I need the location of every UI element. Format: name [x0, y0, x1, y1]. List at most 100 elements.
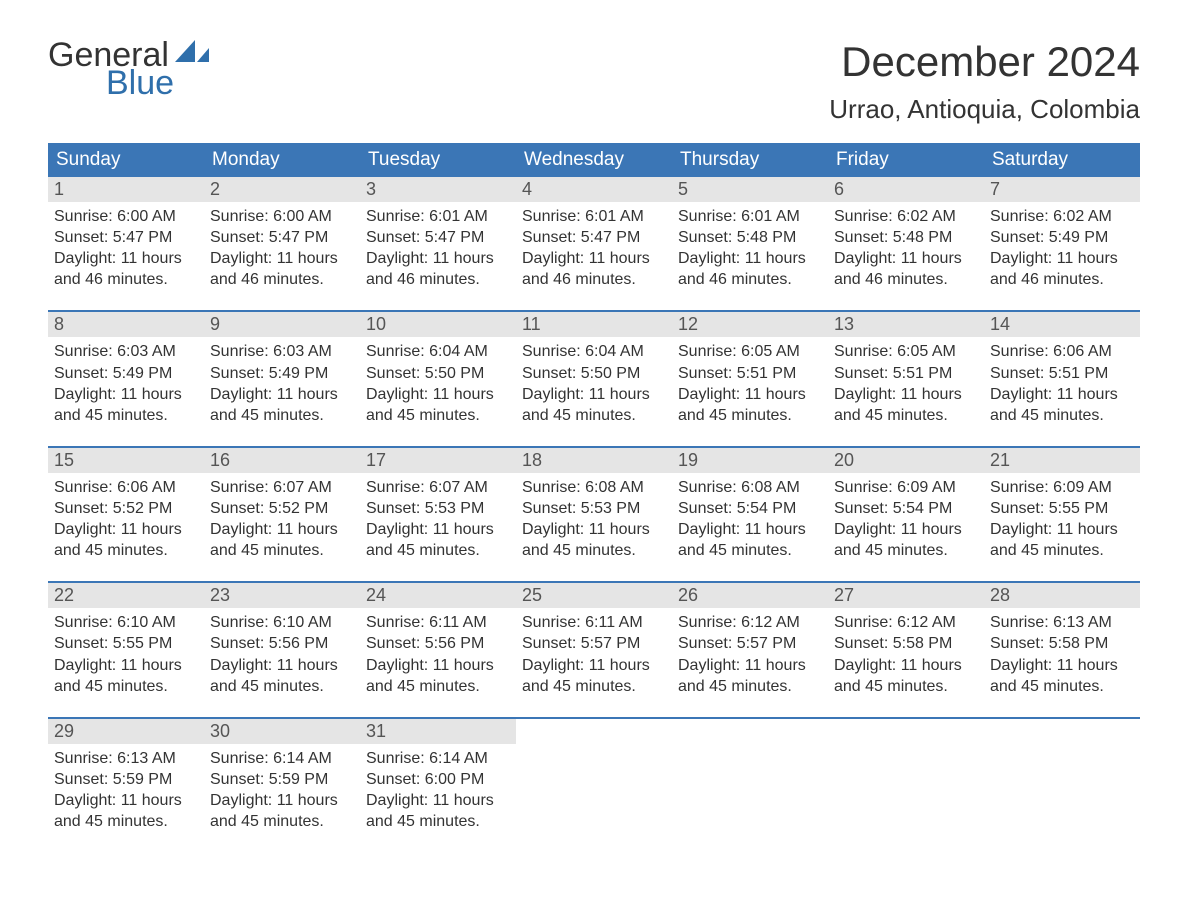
calendar-cell: 10Sunrise: 6:04 AMSunset: 5:50 PMDayligh… [360, 312, 516, 433]
sunset-line: Sunset: 5:49 PM [54, 363, 198, 384]
day-number: 14 [984, 312, 1140, 337]
sunrise-line: Sunrise: 6:05 AM [834, 341, 978, 362]
daylight-line: Daylight: 11 hours and 46 minutes. [210, 248, 354, 290]
sunrise-value: 6:13 AM [117, 750, 176, 767]
cell-body: Sunrise: 6:02 AMSunset: 5:49 PMDaylight:… [984, 202, 1140, 298]
week-row: 8Sunrise: 6:03 AMSunset: 5:49 PMDaylight… [48, 310, 1140, 433]
sunset-value: 5:51 PM [737, 365, 797, 382]
daylight-label: Daylight: [366, 792, 428, 809]
sunrise-label: Sunrise: [522, 208, 581, 225]
cell-body: Sunrise: 6:03 AMSunset: 5:49 PMDaylight:… [48, 337, 204, 433]
daylight-line: Daylight: 11 hours and 45 minutes. [678, 384, 822, 426]
day-number: 16 [204, 448, 360, 473]
calendar-cell: 29Sunrise: 6:13 AMSunset: 5:59 PMDayligh… [48, 719, 204, 840]
sunrise-line: Sunrise: 6:03 AM [54, 341, 198, 362]
sunrise-value: 6:01 AM [585, 208, 644, 225]
day-header: Friday [828, 143, 984, 177]
sunset-line: Sunset: 5:51 PM [990, 363, 1134, 384]
calendar-cell: 23Sunrise: 6:10 AMSunset: 5:56 PMDayligh… [204, 583, 360, 704]
day-number: 2 [204, 177, 360, 202]
day-number: 1 [48, 177, 204, 202]
cell-body: Sunrise: 6:11 AMSunset: 5:57 PMDaylight:… [516, 608, 672, 704]
cell-body: Sunrise: 6:13 AMSunset: 5:58 PMDaylight:… [984, 608, 1140, 704]
sunrise-value: 6:14 AM [273, 750, 332, 767]
sunrise-label: Sunrise: [366, 614, 425, 631]
sunset-line: Sunset: 5:57 PM [522, 633, 666, 654]
sunset-value: 6:00 PM [425, 771, 485, 788]
sunset-label: Sunset: [990, 635, 1044, 652]
sunrise-line: Sunrise: 6:13 AM [54, 748, 198, 769]
cell-body: Sunrise: 6:03 AMSunset: 5:49 PMDaylight:… [204, 337, 360, 433]
daylight-label: Daylight: [990, 521, 1052, 538]
sunset-label: Sunset: [678, 635, 732, 652]
sunset-value: 5:54 PM [737, 500, 797, 517]
sunset-label: Sunset: [366, 635, 420, 652]
cell-body: Sunrise: 6:07 AMSunset: 5:52 PMDaylight:… [204, 473, 360, 569]
cell-body: Sunrise: 6:14 AMSunset: 5:59 PMDaylight:… [204, 744, 360, 840]
sunset-line: Sunset: 5:57 PM [678, 633, 822, 654]
sunset-value: 5:59 PM [269, 771, 329, 788]
sunrise-line: Sunrise: 6:01 AM [678, 206, 822, 227]
calendar-cell: 7Sunrise: 6:02 AMSunset: 5:49 PMDaylight… [984, 177, 1140, 298]
day-header: Wednesday [516, 143, 672, 177]
weeks-container: 1 Sunrise: 6:00 AM Sunset: 5:47 PM Daylight… [48, 177, 1140, 840]
sunset-value: 5:47 PM [113, 229, 173, 246]
calendar-cell: 27Sunrise: 6:12 AMSunset: 5:58 PMDayligh… [828, 583, 984, 704]
sunset-label: Sunset: [366, 771, 420, 788]
daylight-label: Daylight: [678, 657, 740, 674]
sunrise-label: Sunrise: [834, 343, 893, 360]
day-number: 9 [204, 312, 360, 337]
cell-body: Sunrise: 6:10 AMSunset: 5:56 PMDaylight:… [204, 608, 360, 704]
sunset-value: 5:55 PM [113, 635, 173, 652]
calendar-cell: 5Sunrise: 6:01 AMSunset: 5:48 PMDaylight… [672, 177, 828, 298]
cell-body: Sunrise: 6:05 AMSunset: 5:51 PMDaylight:… [828, 337, 984, 433]
calendar-cell: 14Sunrise: 6:06 AMSunset: 5:51 PMDayligh… [984, 312, 1140, 433]
cell-body: Sunrise: 6:05 AMSunset: 5:51 PMDaylight:… [672, 337, 828, 433]
cell-body: Sunrise: 6:12 AMSunset: 5:57 PMDaylight:… [672, 608, 828, 704]
day-number: 15 [48, 448, 204, 473]
sunset-line: Sunset: 5:55 PM [54, 633, 198, 654]
sunrise-label: Sunrise: [54, 614, 113, 631]
calendar-cell: 20Sunrise: 6:09 AMSunset: 5:54 PMDayligh… [828, 448, 984, 569]
daylight-label: Daylight: [54, 250, 116, 267]
daylight-label: Daylight: [834, 521, 896, 538]
sunset-label: Sunset: [678, 365, 732, 382]
week-row: 29Sunrise: 6:13 AMSunset: 5:59 PMDayligh… [48, 717, 1140, 840]
sunset-value: 5:56 PM [269, 635, 329, 652]
cell-body: Sunrise: 6:01 AMSunset: 5:48 PMDaylight:… [672, 202, 828, 298]
day-number: 12 [672, 312, 828, 337]
daylight-line: Daylight: 11 hours and 45 minutes. [522, 655, 666, 697]
sunset-label: Sunset: [834, 500, 888, 517]
daylight-label: Daylight: [522, 386, 584, 403]
sunset-value: 5:53 PM [425, 500, 485, 517]
sunrise-line: Sunrise: 6:06 AM [990, 341, 1134, 362]
sunrise-label: Sunrise: [678, 614, 737, 631]
cell-body: Sunrise: 6:04 AMSunset: 5:50 PMDaylight:… [516, 337, 672, 433]
sunrise-value: 6:04 AM [429, 343, 488, 360]
sunrise-line: Sunrise: 6:00 AM [54, 206, 198, 227]
daylight-line: Daylight: 11 hours and 45 minutes. [834, 655, 978, 697]
day-number: 17 [360, 448, 516, 473]
daylight-label: Daylight: [678, 521, 740, 538]
sunrise-value: 6:05 AM [897, 343, 956, 360]
sunrise-line: Sunrise: 6:13 AM [990, 612, 1134, 633]
cell-body: Sunrise: 6:00 AMSunset: 5:47 PMDaylight:… [48, 202, 204, 298]
sunset-value: 5:59 PM [113, 771, 173, 788]
sunset-value: 5:48 PM [893, 229, 953, 246]
daylight-line: Daylight: 11 hours and 46 minutes. [54, 248, 198, 290]
sunset-line: Sunset: 5:54 PM [834, 498, 978, 519]
daylight-label: Daylight: [834, 250, 896, 267]
cell-body: Sunrise: 6:06 AMSunset: 5:51 PMDaylight:… [984, 337, 1140, 433]
cell-body: Sunrise: 6:14 AM Sunset: 6:00 PM Daylight:… [360, 744, 516, 840]
day-number: 22 [48, 583, 204, 608]
sunrise-label: Sunrise: [990, 479, 1049, 496]
daylight-line: Daylight: 11 hours and 45 minutes. [678, 519, 822, 561]
day-number: 8 [48, 312, 204, 337]
calendar-cell: 21Sunrise: 6:09 AMSunset: 5:55 PMDayligh… [984, 448, 1140, 569]
sunrise-line: Sunrise: 6:01 AM [366, 206, 510, 227]
sunrise-line: Sunrise: 6:14 AM [366, 748, 510, 769]
sunset-label: Sunset: [210, 229, 264, 246]
daylight-label: Daylight: [366, 521, 428, 538]
calendar-cell: 17Sunrise: 6:07 AMSunset: 5:53 PMDayligh… [360, 448, 516, 569]
day-number: 5 [672, 177, 828, 202]
